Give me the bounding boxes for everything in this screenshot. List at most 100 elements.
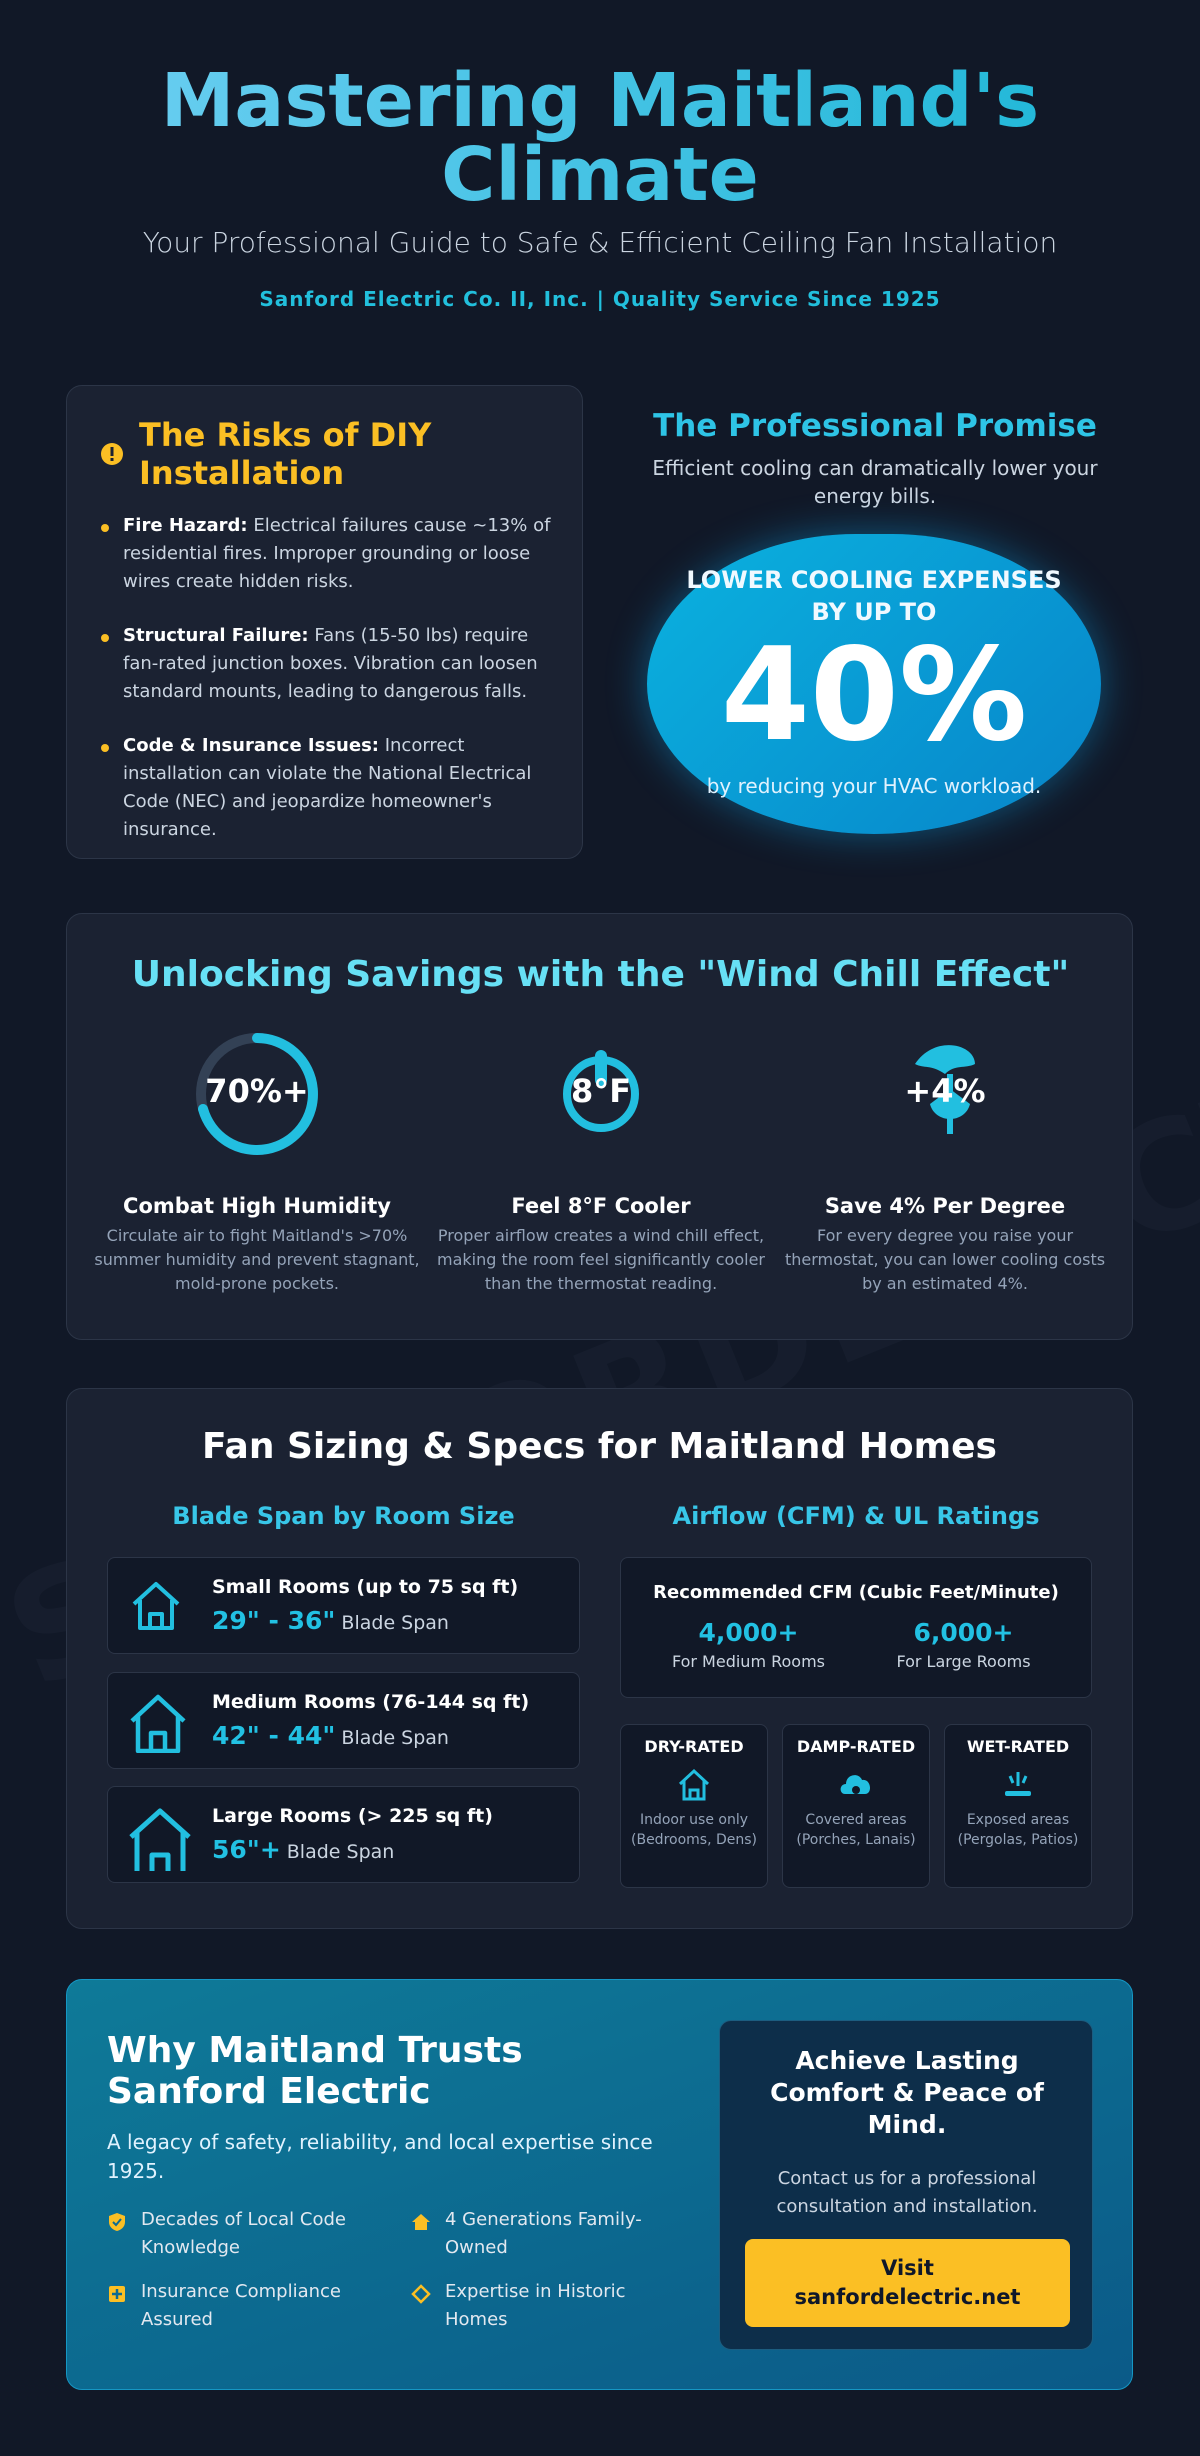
house-icon	[130, 1694, 186, 1753]
page-title: Mastering Maitland's Climate	[140, 64, 1060, 212]
rating-name: WET-RATED	[966, 1737, 1070, 1756]
card-text: Proper airflow creates a wind chill effe…	[436, 1226, 765, 1293]
room-card: Medium Rooms (76-144 sq ft) 42" - 44" Bla…	[107, 1672, 580, 1769]
risk-text: Incorrect installation can violate the N…	[123, 735, 532, 840]
savings-badge: LOWER COOLING EXPENSES BY UP TO 40% by r…	[647, 534, 1101, 834]
cfm-label: For Medium Rooms	[671, 1652, 826, 1671]
airflow-title: Airflow (CFM) & UL Ratings	[672, 1502, 1040, 1530]
badge-figure: 40%	[720, 621, 1028, 770]
blade-span: 42" - 44"	[212, 1721, 336, 1750]
blade-title: Blade Span by Room Size	[172, 1502, 515, 1530]
rating-text: Indoor use only (Bedrooms, Dens)	[631, 1812, 757, 1848]
wind-chill-title: Unlocking Savings with the "Wind Chill E…	[131, 954, 1070, 995]
risk-item: Fire Hazard: Electrical failures cause ~…	[101, 512, 561, 596]
span-line: 56"+ Blade Span	[212, 1835, 394, 1864]
rating-card: DRY-RATED Indoor use only (Bedrooms, Den…	[620, 1724, 768, 1888]
icon	[412, 2214, 430, 2230]
risk-label: Structural Failure:	[123, 625, 309, 646]
benefit-card: +4% Save 4% Per Degree For every degree …	[775, 1024, 1115, 1296]
icon-wrap: +4%	[875, 1024, 1015, 1164]
icon	[109, 2213, 125, 2231]
span-line: 42" - 44" Blade Span	[212, 1721, 449, 1750]
card-title: Save 4% Per Degree	[824, 1194, 1066, 1218]
humidity-ring	[196, 1033, 318, 1155]
thermometer-icon	[563, 1050, 639, 1132]
icon	[109, 2286, 125, 2302]
room-name: Medium Rooms (76-144 sq ft)	[212, 1691, 530, 1713]
cfm-label: For Large Rooms	[896, 1652, 1031, 1671]
house-icon	[132, 1582, 180, 1630]
bullet	[101, 524, 109, 532]
risk-item: Structural Failure: Fans (15-50 lbs) req…	[101, 622, 561, 706]
risk-text: Electrical failures cause ~13% of reside…	[123, 515, 551, 592]
rating-name: DRY-RATED	[644, 1737, 744, 1756]
rating-name: DAMP-RATED	[796, 1737, 916, 1756]
span-unit: Blade Span	[341, 1727, 449, 1749]
rating-text: Exposed areas (Pergolas, Patios)	[957, 1812, 1079, 1848]
card-text: For every degree you raise your thermost…	[784, 1226, 1106, 1293]
benefit-card: 8°F Feel 8°F Cooler Proper airflow creat…	[431, 1024, 771, 1296]
warning-icon	[101, 443, 123, 465]
trust-point: Insurance Compliance Assured	[107, 2278, 387, 2334]
sizing-title: Fan Sizing & Specs for Maitland Homes	[202, 1426, 997, 1467]
point-text: Expertise in Historic Homes	[445, 2281, 626, 2330]
cfm-box: Recommended CFM (Cubic Feet/Minute) 4,00…	[620, 1557, 1092, 1698]
icon-label: +4%	[904, 1072, 986, 1110]
cta-button[interactable]: Visit sanfordelectric.net	[745, 2239, 1070, 2327]
cta-title: Achieve Lasting Comfort & Peace of Mind.	[770, 2046, 1044, 2139]
risk-text: Fans (15-50 lbs) require fan-rated junct…	[123, 625, 538, 702]
trust-point: Decades of Local Code Knowledge	[107, 2206, 387, 2262]
span-line: 29" - 36" Blade Span	[212, 1606, 449, 1635]
blade-span: 29" - 36"	[212, 1606, 336, 1635]
card-title: Combat High Humidity	[123, 1194, 391, 1218]
cfm-value: 6,000+	[913, 1618, 1014, 1647]
risk-label: Fire Hazard:	[123, 515, 248, 536]
trust-panel: Why Maitland Trusts Sanford Electric A l…	[66, 1979, 1133, 2390]
cfm-value: 4,000+	[698, 1618, 799, 1647]
risk-list: Fire Hazard: Electrical failures cause ~…	[101, 512, 561, 870]
room-name: Small Rooms (up to 75 sq ft)	[212, 1576, 519, 1598]
room-name: Large Rooms (> 225 sq ft)	[212, 1805, 493, 1827]
cfm-title: Recommended CFM (Cubic Feet/Minute)	[653, 1582, 1059, 1603]
card-title: Feel 8°F Cooler	[511, 1194, 691, 1218]
span-unit: Blade Span	[286, 1841, 395, 1863]
cta-box: Achieve Lasting Comfort & Peace of Mind.…	[719, 2020, 1093, 2350]
bullet	[101, 744, 109, 752]
promise-text: Efficient cooling can dramatically lower…	[652, 456, 1098, 508]
cta-text: Contact us for a professional consultati…	[776, 2168, 1038, 2217]
house-icon	[129, 1808, 191, 1871]
icon-label: 8°F	[570, 1072, 632, 1110]
leaf-icon	[915, 1045, 975, 1134]
rating-card: WET-RATED Exposed areas (Pergolas, Patio…	[944, 1724, 1092, 1888]
house-icon	[678, 1768, 710, 1801]
rating-text: Covered areas (Porches, Lanais)	[796, 1812, 916, 1848]
wind-chill-panel: Unlocking Savings with the "Wind Chill E…	[66, 913, 1133, 1340]
bullet	[101, 634, 109, 642]
subtitle: Your Professional Guide to Safe & Effici…	[142, 226, 1058, 259]
icon-label: 70%+	[205, 1072, 309, 1110]
trust-text: A legacy of safety, reliability, and loc…	[107, 2130, 653, 2183]
card-text: Circulate air to fight Maitland's >70% s…	[94, 1226, 420, 1293]
blade-span: 56"+	[212, 1835, 281, 1864]
point-text: Decades of Local Code Knowledge	[141, 2209, 346, 2258]
risks-panel: The Risks of DIY Installation Fire Hazar…	[66, 385, 583, 859]
badge-note: by reducing your HVAC workload.	[706, 774, 1042, 798]
trust-point: 4 Generations Family-Owned	[411, 2206, 691, 2262]
benefit-card: 70%+ Combat High Humidity Circulate air …	[87, 1024, 427, 1296]
span-unit: Blade Span	[341, 1612, 449, 1634]
trust-title: Why Maitland Trusts Sanford Electric	[107, 2030, 523, 2112]
promise-title: The Professional Promise	[653, 408, 1097, 444]
trust-point: Expertise in Historic Homes	[411, 2278, 691, 2334]
room-card: Small Rooms (up to 75 sq ft) 29" - 36" Bl…	[107, 1557, 580, 1654]
room-card: Large Rooms (> 225 sq ft) 56"+ Blade Span	[107, 1786, 580, 1883]
tagline: Sanford Electric Co. II, Inc. | Quality …	[259, 287, 941, 311]
icon-wrap: 70%+	[187, 1024, 327, 1164]
risk-label: Code & Insurance Issues:	[123, 735, 379, 756]
point-text: 4 Generations Family-Owned	[445, 2209, 642, 2258]
icon	[411, 2284, 431, 2304]
rain-icon	[1005, 1772, 1031, 1796]
icon-wrap: 8°F	[531, 1024, 671, 1164]
badge-headline: LOWER COOLING EXPENSES BY UP TO	[686, 566, 1062, 626]
